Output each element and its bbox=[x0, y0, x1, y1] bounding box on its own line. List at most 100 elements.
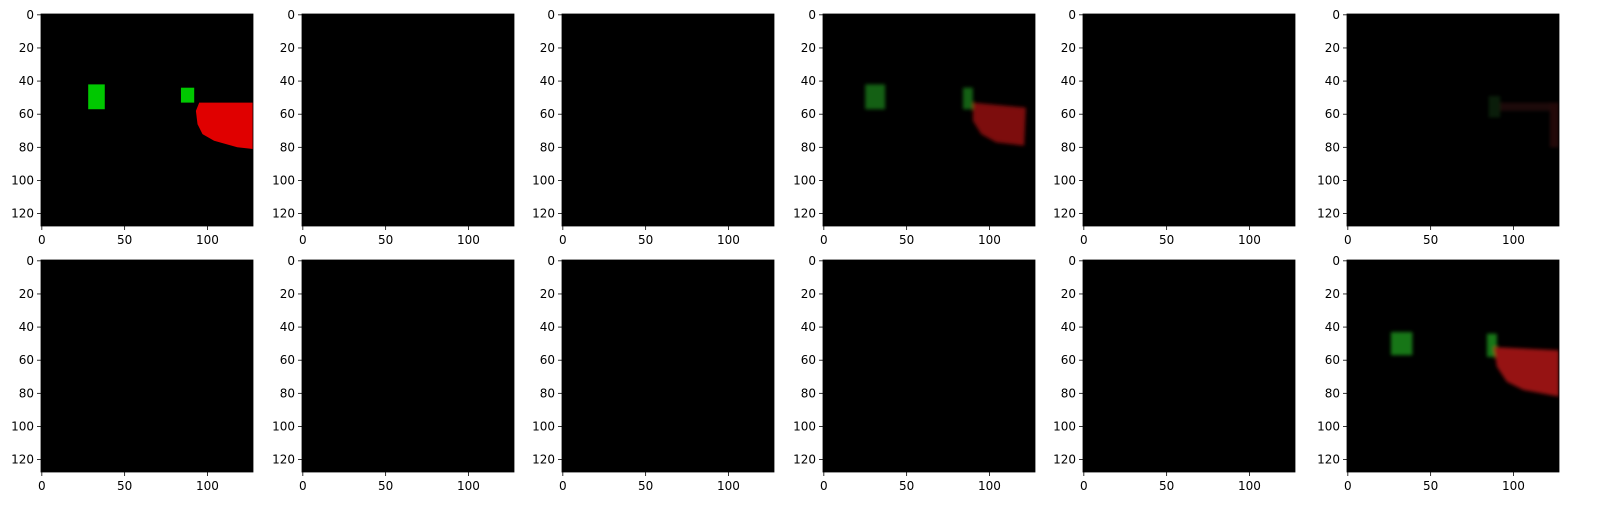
x-tick-label: 100 bbox=[717, 233, 740, 247]
x-tick-label: 100 bbox=[978, 233, 1001, 247]
y-tick-label: 80 bbox=[280, 386, 295, 400]
y-tick-label: 80 bbox=[280, 140, 295, 154]
x-tick-label: 50 bbox=[1423, 479, 1438, 493]
y-tick-label: 0 bbox=[808, 8, 816, 22]
x-tick-label: 100 bbox=[457, 479, 480, 493]
object-2 bbox=[1500, 103, 1553, 111]
x-tick-label: 0 bbox=[38, 233, 46, 247]
y-tick-label: 80 bbox=[540, 386, 555, 400]
y-tick-label: 60 bbox=[280, 353, 295, 367]
x-tick-label: 100 bbox=[1238, 233, 1261, 247]
y-tick-label: 120 bbox=[793, 453, 816, 467]
object-1 bbox=[88, 84, 105, 109]
x-tick-label: 0 bbox=[559, 479, 567, 493]
y-tick-label: 0 bbox=[1068, 8, 1076, 22]
y-tick-label: 100 bbox=[11, 173, 34, 187]
object-2 bbox=[181, 88, 194, 103]
y-tick-label: 60 bbox=[540, 353, 555, 367]
x-tick-label: 100 bbox=[196, 233, 219, 247]
y-tick-label: 120 bbox=[1053, 207, 1076, 221]
object-1 bbox=[1489, 96, 1501, 118]
y-tick-label: 100 bbox=[793, 173, 816, 187]
panel-5: 0 50 100 0 20 40 60 80 100 120 bbox=[1053, 8, 1295, 247]
object-1 bbox=[865, 84, 885, 109]
y-tick-label: 40 bbox=[1325, 320, 1340, 334]
y-tick-label: 100 bbox=[1317, 419, 1340, 433]
y-tick-label: 0 bbox=[1332, 8, 1340, 22]
y-tick-label: 20 bbox=[1061, 287, 1076, 301]
panel-image bbox=[1083, 260, 1295, 472]
x-tick-label: 0 bbox=[1080, 479, 1088, 493]
y-tick-label: 0 bbox=[287, 254, 295, 268]
y-tick-label: 80 bbox=[801, 140, 816, 154]
y-tick-label: 40 bbox=[1061, 74, 1076, 88]
y-tick-label: 80 bbox=[1061, 140, 1076, 154]
panel-image bbox=[562, 14, 774, 226]
y-tick-label: 80 bbox=[1325, 386, 1340, 400]
y-tick-label: 100 bbox=[272, 419, 295, 433]
x-tick-label: 50 bbox=[638, 479, 653, 493]
y-tick-label: 120 bbox=[793, 207, 816, 221]
y-tick-label: 40 bbox=[540, 74, 555, 88]
y-tick-label: 0 bbox=[287, 8, 295, 22]
panel-9: 0 50 100 0 20 40 60 80 100 120 bbox=[532, 254, 774, 493]
y-tick-label: 20 bbox=[540, 287, 555, 301]
x-tick-label: 100 bbox=[1238, 479, 1261, 493]
y-tick-label: 0 bbox=[547, 254, 555, 268]
y-tick-label: 0 bbox=[1068, 254, 1076, 268]
x-tick-label: 0 bbox=[299, 233, 307, 247]
y-tick-label: 100 bbox=[1053, 173, 1076, 187]
y-tick-label: 60 bbox=[19, 107, 34, 121]
object-2 bbox=[963, 88, 973, 110]
y-tick-label: 40 bbox=[280, 74, 295, 88]
x-tick-label: 50 bbox=[378, 479, 393, 493]
y-tick-label: 40 bbox=[19, 320, 34, 334]
x-tick-label: 0 bbox=[1344, 233, 1352, 247]
x-tick-label: 50 bbox=[117, 479, 132, 493]
panel-image bbox=[41, 260, 253, 472]
y-tick-label: 120 bbox=[272, 453, 295, 467]
panel-8: 0 50 100 0 20 40 60 80 100 120 bbox=[272, 254, 514, 493]
x-tick-label: 100 bbox=[1502, 233, 1525, 247]
y-tick-label: 40 bbox=[280, 320, 295, 334]
panel-image bbox=[1347, 14, 1559, 226]
panel-image bbox=[823, 260, 1035, 472]
panel-10: 0 50 100 0 20 40 60 80 100 120 bbox=[793, 254, 1035, 493]
y-tick-label: 100 bbox=[1053, 419, 1076, 433]
y-tick-label: 60 bbox=[540, 107, 555, 121]
x-tick-label: 50 bbox=[1423, 233, 1438, 247]
x-tick-label: 50 bbox=[899, 479, 914, 493]
x-tick-label: 100 bbox=[1502, 479, 1525, 493]
x-tick-label: 50 bbox=[1159, 233, 1174, 247]
y-tick-label: 80 bbox=[1061, 386, 1076, 400]
y-tick-label: 0 bbox=[808, 254, 816, 268]
object-1 bbox=[1391, 332, 1413, 355]
y-tick-label: 120 bbox=[272, 207, 295, 221]
y-tick-label: 60 bbox=[801, 107, 816, 121]
y-tick-label: 80 bbox=[540, 140, 555, 154]
y-tick-label: 0 bbox=[547, 8, 555, 22]
y-tick-label: 100 bbox=[272, 173, 295, 187]
y-tick-label: 80 bbox=[19, 386, 34, 400]
y-tick-label: 40 bbox=[1061, 320, 1076, 334]
y-tick-label: 100 bbox=[793, 419, 816, 433]
y-tick-label: 100 bbox=[1317, 173, 1340, 187]
y-tick-label: 120 bbox=[532, 453, 555, 467]
y-tick-label: 60 bbox=[280, 107, 295, 121]
y-tick-label: 120 bbox=[11, 453, 34, 467]
panel-4: 0 50 100 0 20 40 60 80 100 120 bbox=[793, 8, 1035, 247]
y-tick-label: 20 bbox=[1325, 41, 1340, 55]
panel-2: 0 50 100 0 20 40 60 80 100 120 bbox=[272, 8, 514, 247]
y-tick-label: 60 bbox=[1061, 353, 1076, 367]
y-tick-label: 20 bbox=[1061, 41, 1076, 55]
x-tick-label: 0 bbox=[559, 233, 567, 247]
y-tick-label: 60 bbox=[801, 353, 816, 367]
x-tick-label: 0 bbox=[820, 479, 828, 493]
y-tick-label: 60 bbox=[1061, 107, 1076, 121]
y-tick-label: 120 bbox=[11, 207, 34, 221]
y-tick-label: 80 bbox=[19, 140, 34, 154]
y-tick-label: 0 bbox=[26, 8, 34, 22]
y-tick-label: 100 bbox=[532, 419, 555, 433]
x-tick-label: 50 bbox=[1159, 479, 1174, 493]
y-tick-label: 20 bbox=[280, 41, 295, 55]
